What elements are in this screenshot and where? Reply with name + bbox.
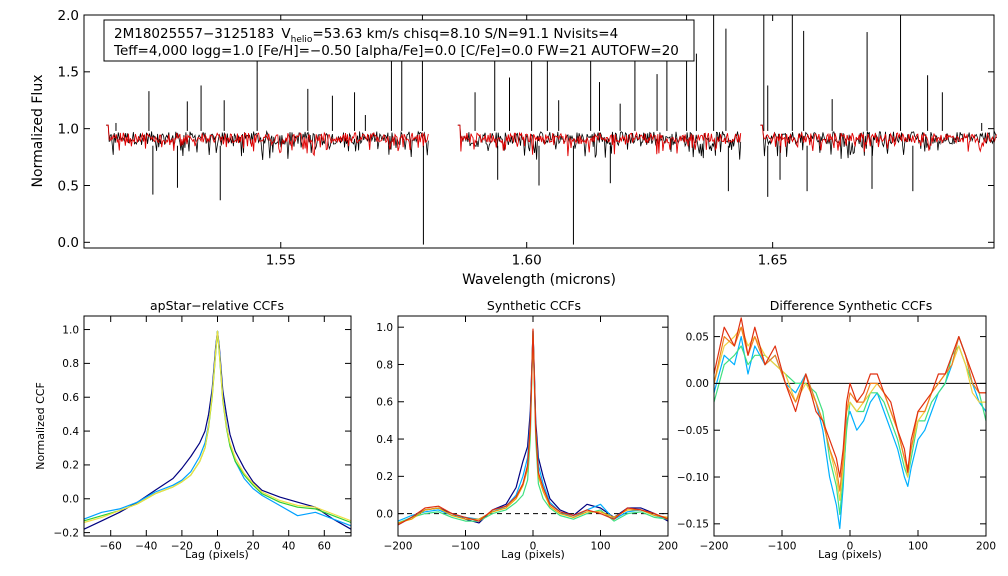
ccf1-xtick-label: −60	[100, 541, 122, 553]
star-id: 2M18025557−3125183	[114, 26, 274, 42]
v-symbol: V	[281, 26, 291, 42]
ccf1-axes: −60 −40 −20 0 20 40 60 −0.2 0.0 0.2 0.4 0.6 0.8 1.0	[54, 316, 351, 553]
ccf3-ytick-label: 0.05	[686, 331, 709, 343]
spectrum-model-chip-1	[106, 124, 429, 157]
ccf3-xlabel: Lag (pixels)	[818, 548, 882, 561]
ccf1-xtick-label: 0	[214, 541, 221, 553]
ccf1-series-visit-4	[83, 330, 352, 524]
ccf1-xtick-label: 60	[318, 541, 331, 553]
ccf-panel-synthetic: Synthetic CCFs −200 −100 0 100 200 0.0 0.2 0.4 0…	[376, 298, 678, 561]
spectrum-ytick-label: 1.5	[58, 65, 79, 81]
ccf-panel-apstar: apStar−relative CCFs −60 −40 −20 0 20 40 60 −0.…	[34, 298, 352, 561]
ccf2-axes: −200 −100 0 100 200 0.0 0.2 0.4 0.6 0.8 1.0	[376, 316, 678, 553]
ccf2-xtick-label: −100	[451, 541, 480, 553]
ccf2-ytick-label: 0.8	[376, 359, 393, 371]
ccf3-xtick-label: −100	[768, 541, 797, 553]
spectrum-xlabel: Wavelength (microns)	[462, 272, 616, 288]
ccf1-ylabel: Normalized CCF	[34, 382, 47, 470]
annotation-stats: =53.63 km/s chisq=8.10 S/N=91.1 Nvisits=…	[312, 26, 618, 42]
annotation-line2: Teff=4,000 logg=1.0 [Fe/H]=−0.50 [alpha/…	[113, 43, 679, 59]
ccf3-xtick-label: 100	[908, 541, 928, 553]
ccf2-xtick-label: 0	[530, 541, 537, 553]
spectrum-ylabel: Normalized Flux	[30, 75, 46, 188]
ccf1-ytick-label: 0.8	[62, 358, 79, 370]
ccf-panel-difference: Difference Synthetic CCFs −200 −100 0 100 20…	[677, 298, 996, 561]
ccf3-series-visit-5	[713, 317, 986, 478]
ccf2-xtick-label: 200	[658, 541, 678, 553]
ccf3-series-visit-4	[713, 326, 986, 492]
annotation-line1: 2M18025557−3125183 Vhelio=53.63 km/s chis…	[114, 26, 618, 45]
spectrum-ytick-label: 2.0	[58, 8, 79, 24]
ccf1-title: apStar−relative CCFs	[150, 298, 284, 313]
spectrum-annotation: 2M18025557−3125183 Vhelio=53.63 km/s chis…	[103, 19, 695, 62]
spectrum-model-chip-2	[457, 124, 742, 157]
spectrum-panel: 1.55 1.60 1.65 0.0 0.5 1.0 1.5 2.0 Wavelength (…	[30, 8, 997, 288]
spectrum-xtick-label: 1.55	[266, 253, 296, 269]
ccf1-xtick-label: 40	[282, 541, 295, 553]
ccf3-ytick-label: 0.00	[686, 378, 709, 390]
ccf2-title: Synthetic CCFs	[487, 298, 581, 313]
ccf2-ytick-label: 1.0	[376, 322, 393, 334]
ccf1-ytick-label: 0.6	[62, 392, 79, 404]
ccf3-xtick-label: 200	[976, 541, 996, 553]
ccf3-axes: −200 −100 0 100 200 −0.15 −0.10 −0.05 0.00 0.05	[677, 316, 996, 553]
ccf1-traces	[83, 330, 352, 530]
ccf2-ytick-label: 0.4	[376, 434, 393, 446]
ccf1-ytick-label: 0.4	[62, 426, 79, 438]
ccf2-xlabel: Lag (pixels)	[501, 548, 565, 561]
ccf1-xtick-label: 20	[246, 541, 259, 553]
ccf1-xlabel: Lag (pixels)	[185, 548, 249, 561]
spectrum-xtick-label: 1.60	[512, 253, 542, 269]
ccf2-xtick-label: −200	[384, 541, 413, 553]
spectrum-observed-chip-1	[106, 124, 429, 161]
spectrum-xtick-label: 1.65	[758, 253, 788, 269]
ccf3-ytick-label: −0.05	[677, 425, 709, 437]
ccf3-title: Difference Synthetic CCFs	[770, 298, 933, 313]
ccf2-traces	[397, 328, 669, 526]
spectrum-model-chip-3	[760, 124, 997, 153]
ccf1-xtick-label: −40	[135, 541, 157, 553]
ccf2-ytick-label: 0.6	[376, 397, 393, 409]
ccf2-ytick-label: 0.0	[376, 508, 393, 520]
spectrum-ytick-label: 0.0	[58, 235, 79, 251]
ccf3-ytick-label: −0.10	[677, 472, 709, 484]
spectrum-frame	[83, 14, 995, 249]
ccf2-xtick-label: 100	[590, 541, 610, 553]
ccf1-xtick-label: −20	[171, 541, 193, 553]
spectrum-ytick-label: 1.0	[58, 122, 79, 138]
annotation-box	[103, 19, 695, 62]
ccf1-ytick-label: 0.2	[62, 460, 79, 472]
spectrum-observed-chip-2	[457, 124, 742, 160]
spectrum-axes: 1.55 1.60 1.65 0.0 0.5 1.0 1.5 2.0	[58, 8, 994, 269]
ccf2-ytick-label: 0.2	[376, 471, 393, 483]
ccf3-traces	[713, 317, 987, 530]
ccf3-ytick-label: −0.15	[677, 519, 709, 531]
v-subscript: helio	[291, 35, 313, 45]
ccf3-xtick-label: 0	[847, 541, 854, 553]
spectrum-ytick-label: 0.5	[58, 178, 79, 194]
ccf1-ytick-label: −0.2	[54, 527, 80, 539]
ccf2-series-visit-5	[397, 328, 669, 526]
ccf1-ytick-label: 0.0	[62, 494, 79, 506]
ccf1-ytick-label: 1.0	[62, 324, 79, 336]
ccf3-xtick-label: −200	[700, 541, 729, 553]
